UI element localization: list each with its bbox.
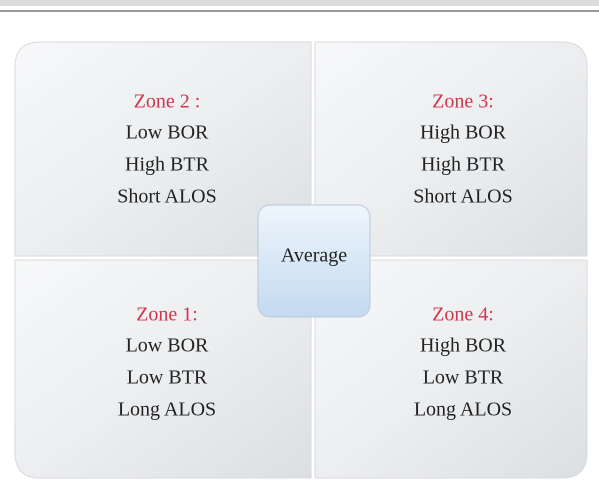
zone-line: Low BOR — [126, 122, 209, 144]
zone-line: Long ALOS — [414, 399, 512, 421]
zone-line: High BTR — [125, 154, 210, 176]
zone-line: Low BOR — [126, 335, 209, 357]
zone-line: High BOR — [420, 122, 507, 144]
zone-line: Long ALOS — [118, 399, 216, 421]
quadrant — [314, 41, 588, 257]
zone-line: Low BTR — [423, 367, 504, 389]
quadrant — [14, 259, 312, 479]
quadrant — [14, 41, 312, 257]
zone-title: Zone 1: — [136, 304, 198, 326]
zone-line: Short ALOS — [413, 186, 512, 208]
center-label: Average — [281, 245, 347, 267]
zone-title: Zone 3: — [432, 91, 494, 113]
zone-line: High BOR — [420, 335, 507, 357]
center-box — [257, 204, 371, 318]
zone-title: Zone 2 : — [134, 91, 201, 113]
zone-title: Zone 4: — [432, 304, 494, 326]
cut-caption — [0, 0, 599, 6]
zone-line: High BTR — [421, 154, 506, 176]
zone-line: Short ALOS — [117, 186, 216, 208]
quadrant — [314, 259, 588, 479]
zone-line: Low BTR — [127, 367, 208, 389]
